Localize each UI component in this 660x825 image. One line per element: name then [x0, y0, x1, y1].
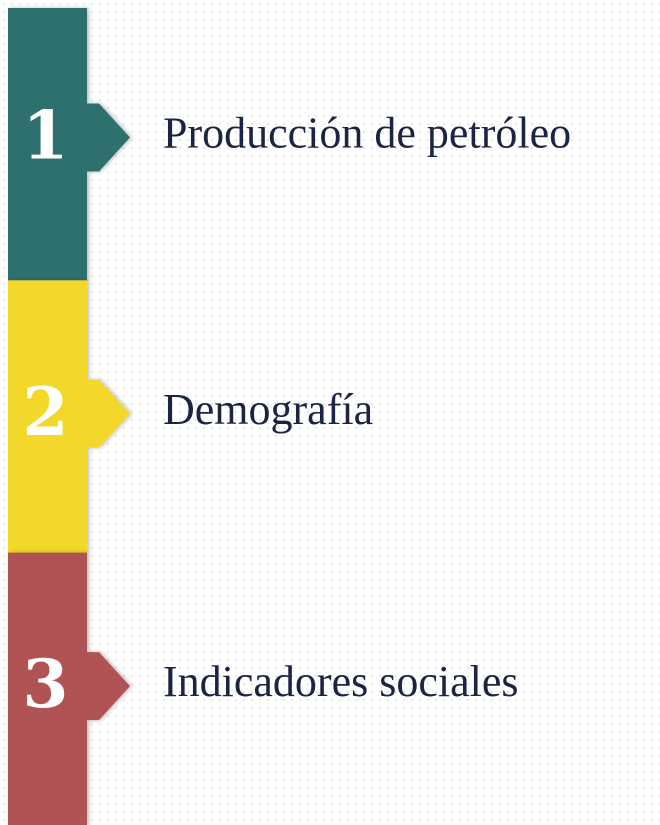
item-number: 1: [23, 96, 69, 174]
item-list: 1 Producción de petróleo 2 Demografía 3 Indic…: [8, 8, 571, 825]
arrow: [86, 652, 130, 721]
bar-segment: [8, 552, 87, 825]
arrow: [86, 103, 130, 172]
item: [8, 8, 130, 282]
item: [8, 552, 130, 825]
item: [8, 280, 130, 554]
item-label: Indicadores sociales: [163, 657, 519, 706]
arrow: [86, 379, 130, 448]
item-number: 3: [23, 645, 69, 723]
bar-segment: [8, 280, 87, 554]
item-number: 2: [23, 373, 69, 451]
item-label: Producción de petróleo: [163, 109, 571, 158]
item-label: Demografía: [163, 385, 373, 434]
bar-segment: [8, 8, 87, 282]
